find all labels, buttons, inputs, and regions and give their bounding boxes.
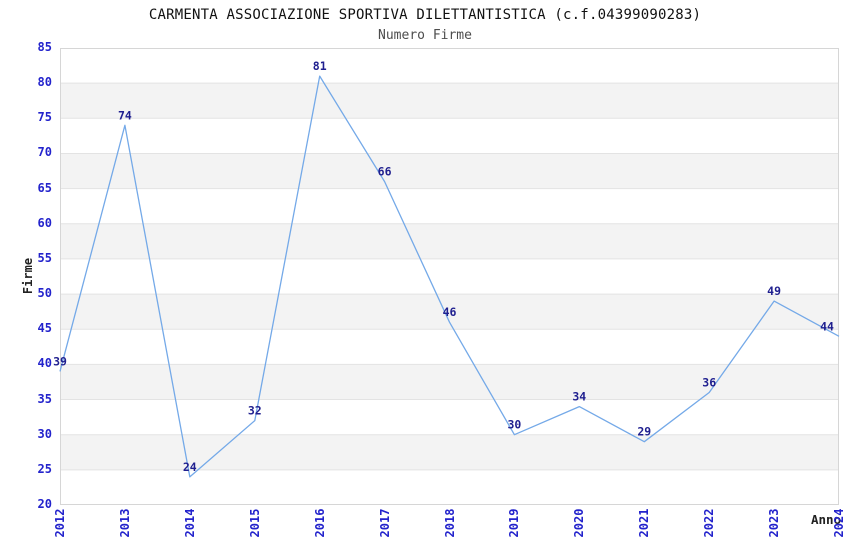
data-point-label: 32: [248, 404, 262, 418]
band-row: [60, 364, 839, 400]
x-tick-label: 2015: [247, 508, 262, 538]
y-tick-label: 20: [37, 497, 52, 511]
y-tick-label: 40: [37, 356, 52, 371]
data-point-label: 66: [378, 165, 392, 179]
chart-subtitle: Numero Firme: [378, 28, 472, 43]
data-point-label: 30: [507, 418, 521, 432]
data-point-label: 46: [443, 305, 457, 319]
data-point-label: 34: [572, 390, 586, 404]
y-tick-label: 85: [37, 40, 52, 54]
data-point-label: 29: [637, 425, 651, 439]
data-point-label: 36: [702, 376, 716, 390]
band-row: [60, 83, 839, 119]
data-point-label: 74: [118, 108, 132, 122]
y-tick-label: 55: [37, 250, 52, 265]
y-tick-label: 45: [37, 321, 52, 336]
y-tick-label: 25: [37, 461, 52, 476]
chart-title: CARMENTA ASSOCIAZIONE SPORTIVA DILETTANT…: [148, 7, 702, 23]
y-tick-label: 50: [37, 286, 52, 301]
y-tick-label: 65: [37, 180, 52, 195]
y-tick-label: 30: [37, 426, 52, 441]
y-tick-label: 70: [37, 145, 52, 160]
band-row: [60, 223, 839, 259]
data-point-label: 44: [820, 319, 834, 333]
x-axis-title: Anno: [811, 512, 842, 527]
y-tick-label: 60: [37, 215, 52, 230]
band-row: [60, 434, 839, 470]
x-tick-label: 2018: [442, 508, 457, 538]
band-row: [60, 153, 839, 189]
y-tick-label: 75: [37, 110, 52, 125]
x-tick-label: 2013: [117, 508, 132, 538]
y-tick-label: 80: [37, 75, 52, 90]
line-plot: 39 74 24 32 81 66 46 30 34 29 36 49 44: [53, 48, 840, 505]
x-tick-label: 2012: [53, 508, 67, 538]
data-point-label: 81: [313, 59, 327, 73]
x-tick-label: 2014: [182, 508, 197, 538]
x-tick-label: 2024: [832, 508, 846, 538]
data-point-label: 39: [53, 354, 67, 368]
x-tick-label: 2023: [767, 508, 782, 538]
x-tick-label: 2016: [312, 508, 327, 538]
plot-border: [60, 48, 839, 505]
y-tick-label: 35: [37, 391, 52, 406]
x-tick-label: 2021: [637, 508, 652, 538]
x-tick-label: 2022: [702, 508, 717, 538]
data-point-label: 24: [183, 460, 197, 474]
x-tick-label: 2019: [507, 508, 522, 538]
x-tick-label: 2020: [572, 508, 587, 538]
x-tick-label: 2017: [377, 508, 392, 538]
data-line: [59, 75, 840, 478]
data-point-label: 49: [767, 284, 781, 298]
